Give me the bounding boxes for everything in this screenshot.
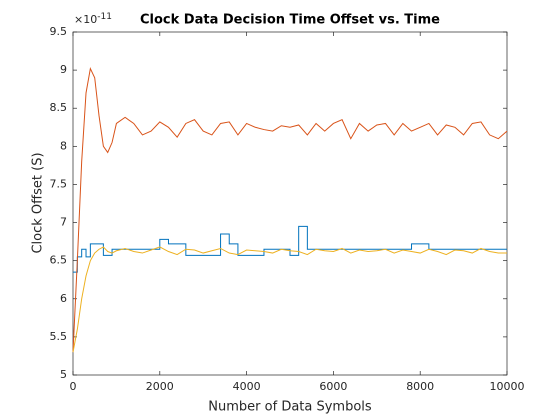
y-tick-label: 8.5	[50, 101, 68, 114]
y-tick-label: 5.5	[50, 330, 68, 343]
x-axis-label: Number of Data Symbols	[208, 400, 372, 415]
y-tick-label: 5	[60, 368, 67, 381]
y-multiplier-base: ×10	[74, 13, 97, 26]
y-multiplier: ×10-11	[74, 12, 112, 27]
x-tick-label: 10000	[490, 380, 525, 393]
y-tick-label: 7	[60, 216, 67, 229]
x-tick-label: 8000	[406, 380, 434, 393]
x-tick-label: 6000	[319, 380, 347, 393]
y-tick-label: 8	[60, 139, 67, 152]
y-tick-label: 7.5	[50, 177, 68, 190]
y-multiplier-exponent: -11	[97, 12, 112, 22]
y-tick-label: 9	[60, 63, 67, 76]
axes-box	[72, 31, 508, 376]
data-line	[72, 246, 507, 353]
y-tick-label: 9.5	[50, 25, 68, 38]
x-tick-label: 0	[70, 380, 77, 393]
y-tick-label: 6	[60, 292, 67, 305]
x-tick-label: 4000	[233, 380, 261, 393]
data-line	[73, 225, 507, 273]
x-tick-label: 2000	[146, 380, 174, 393]
y-axis-label: Clock Offset (S)	[31, 152, 46, 253]
y-tick-label: 6.5	[50, 254, 68, 267]
data-line	[72, 66, 508, 353]
chart-title: Clock Data Decision Time Offset vs. Time	[140, 13, 440, 28]
